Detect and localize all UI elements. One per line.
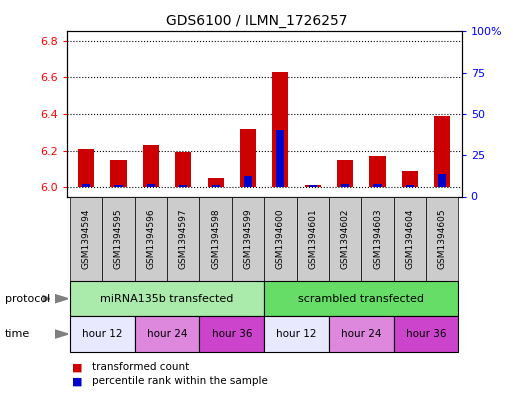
Bar [305, 185, 321, 187]
Text: GSM1394604: GSM1394604 [405, 209, 415, 269]
Bar [369, 156, 386, 187]
Bar [337, 160, 353, 187]
Text: hour 36: hour 36 [406, 329, 446, 339]
Text: GSM1394594: GSM1394594 [82, 209, 91, 269]
Text: GSM1394605: GSM1394605 [438, 208, 447, 269]
Bar [373, 184, 382, 187]
Text: time: time [5, 329, 30, 339]
Bar [114, 185, 123, 187]
Bar [240, 129, 256, 187]
Bar [179, 185, 187, 187]
Bar [78, 149, 94, 187]
Text: GSM1394595: GSM1394595 [114, 208, 123, 269]
Bar [406, 185, 414, 187]
Bar [438, 174, 446, 187]
Text: GSM1394603: GSM1394603 [373, 208, 382, 269]
Text: hour 24: hour 24 [341, 329, 382, 339]
Bar [277, 130, 284, 187]
Bar [244, 176, 252, 187]
Text: hour 24: hour 24 [147, 329, 187, 339]
Bar [211, 185, 220, 187]
Text: miRNA135b transfected: miRNA135b transfected [101, 294, 234, 304]
Text: GSM1394597: GSM1394597 [179, 208, 188, 269]
Bar [110, 160, 127, 187]
Text: GSM1394598: GSM1394598 [211, 208, 220, 269]
Text: GSM1394599: GSM1394599 [244, 208, 252, 269]
Bar [309, 185, 317, 187]
Bar [272, 72, 288, 187]
Text: transformed count: transformed count [92, 362, 190, 373]
Polygon shape [55, 295, 68, 303]
Text: GSM1394596: GSM1394596 [146, 208, 155, 269]
Text: GSM1394601: GSM1394601 [308, 208, 317, 269]
Text: ■: ■ [72, 376, 82, 386]
Text: scrambled transfected: scrambled transfected [299, 294, 424, 304]
Polygon shape [55, 330, 68, 338]
Bar [82, 184, 90, 187]
Text: hour 12: hour 12 [277, 329, 317, 339]
Bar [147, 184, 155, 187]
Text: ■: ■ [72, 362, 82, 373]
Bar [341, 184, 349, 187]
Bar [208, 178, 224, 187]
Bar [402, 171, 418, 187]
Bar [143, 145, 159, 187]
Bar [434, 116, 450, 187]
Text: protocol: protocol [5, 294, 50, 304]
Text: GDS6100 / ILMN_1726257: GDS6100 / ILMN_1726257 [166, 14, 347, 28]
Text: percentile rank within the sample: percentile rank within the sample [92, 376, 268, 386]
Text: GSM1394602: GSM1394602 [341, 209, 350, 269]
Text: GSM1394600: GSM1394600 [276, 208, 285, 269]
Text: hour 12: hour 12 [82, 329, 123, 339]
Text: hour 36: hour 36 [211, 329, 252, 339]
Bar [175, 152, 191, 187]
